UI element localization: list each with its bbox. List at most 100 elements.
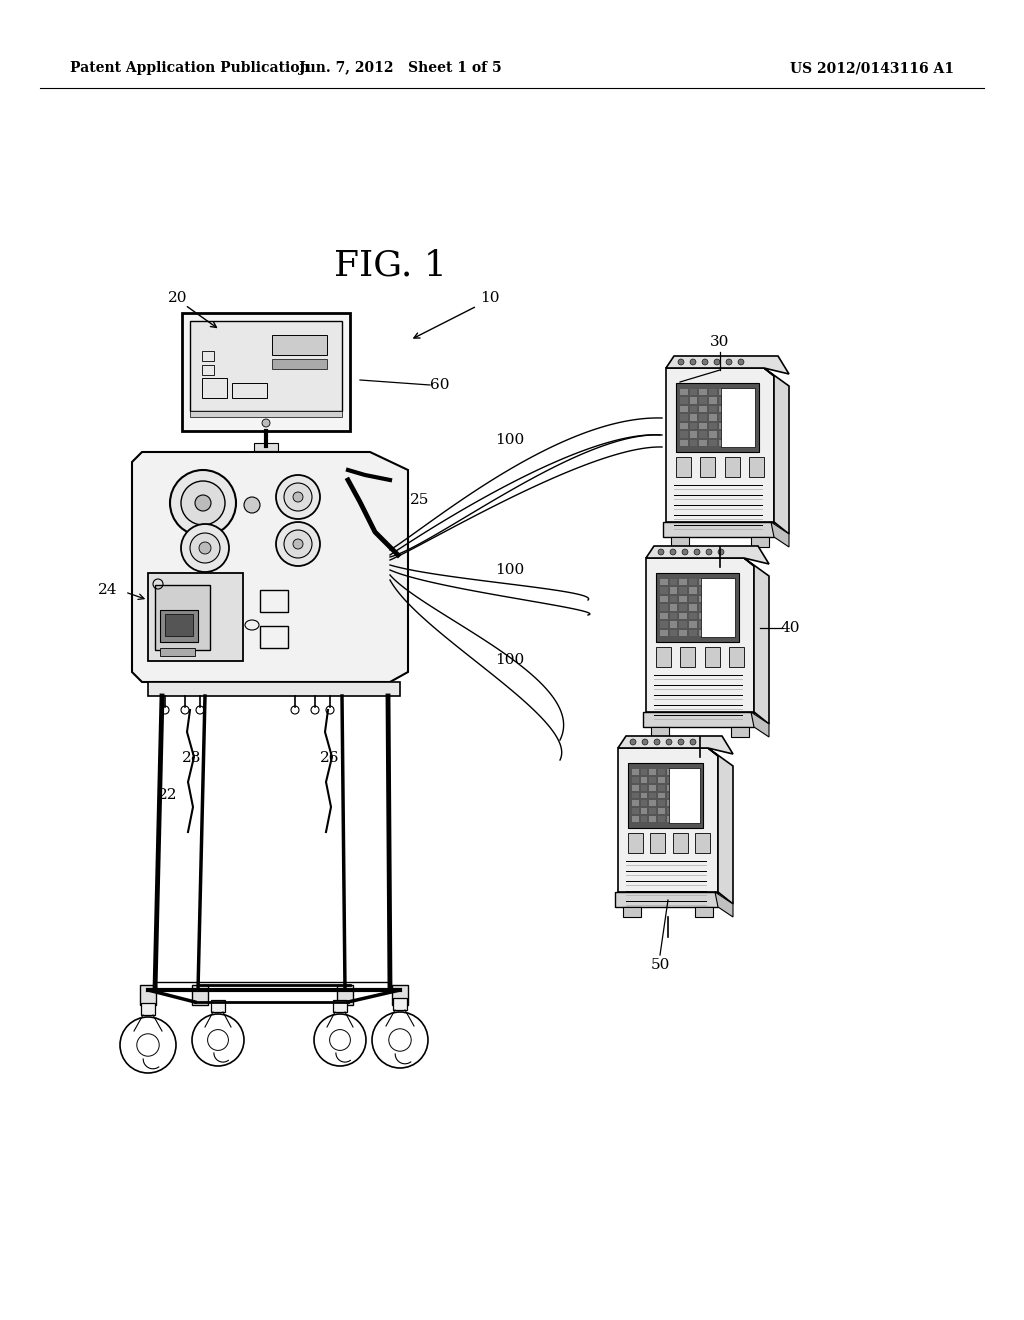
Bar: [148, 573, 243, 661]
Bar: [719, 422, 726, 429]
Circle shape: [193, 1014, 244, 1067]
Bar: [675, 816, 682, 822]
Bar: [748, 422, 755, 429]
Text: 100: 100: [496, 564, 524, 577]
Bar: [737, 405, 745, 412]
Bar: [719, 405, 726, 412]
Bar: [728, 397, 736, 404]
Bar: [692, 784, 699, 791]
Bar: [680, 440, 688, 446]
Bar: [667, 800, 673, 807]
Circle shape: [690, 739, 696, 744]
Circle shape: [372, 1012, 428, 1068]
Bar: [695, 907, 713, 917]
Bar: [728, 405, 736, 412]
Polygon shape: [666, 368, 774, 521]
Bar: [193, 985, 208, 1005]
Text: 100: 100: [496, 653, 524, 667]
Bar: [727, 587, 735, 594]
Text: 26: 26: [321, 751, 340, 766]
Bar: [632, 784, 639, 791]
Bar: [393, 998, 407, 1010]
Bar: [698, 579, 707, 586]
Bar: [684, 770, 690, 775]
Bar: [643, 711, 754, 727]
Bar: [660, 595, 668, 602]
Text: Patent Application Publication: Patent Application Publication: [70, 61, 309, 75]
Polygon shape: [764, 368, 790, 535]
Bar: [202, 378, 227, 399]
Text: 50: 50: [650, 958, 670, 972]
Text: 10: 10: [480, 290, 500, 305]
Bar: [692, 777, 699, 783]
Circle shape: [654, 739, 660, 744]
Bar: [698, 622, 707, 627]
Bar: [202, 351, 214, 360]
Bar: [232, 383, 267, 399]
Bar: [641, 777, 647, 783]
Bar: [641, 800, 647, 807]
Bar: [731, 727, 749, 737]
Circle shape: [666, 739, 672, 744]
Bar: [160, 610, 198, 642]
Bar: [679, 595, 687, 602]
Bar: [190, 411, 342, 417]
Circle shape: [181, 480, 225, 525]
Bar: [670, 595, 677, 602]
Bar: [615, 892, 718, 907]
Bar: [632, 816, 639, 822]
Bar: [679, 612, 687, 619]
Bar: [684, 808, 690, 814]
Bar: [709, 440, 717, 446]
Bar: [333, 1001, 347, 1012]
Circle shape: [690, 359, 696, 366]
Bar: [709, 605, 716, 611]
Bar: [641, 792, 647, 799]
Bar: [725, 457, 740, 477]
Bar: [670, 605, 677, 611]
Bar: [632, 792, 639, 799]
Bar: [657, 816, 665, 822]
Circle shape: [284, 483, 312, 511]
Bar: [737, 440, 745, 446]
Bar: [680, 405, 688, 412]
Bar: [748, 414, 755, 421]
Bar: [673, 833, 688, 853]
Text: FIG. 1: FIG. 1: [334, 248, 446, 282]
Bar: [667, 777, 673, 783]
Bar: [657, 792, 665, 799]
Circle shape: [276, 521, 319, 566]
Bar: [649, 770, 656, 775]
Circle shape: [670, 549, 676, 554]
Bar: [709, 405, 717, 412]
Polygon shape: [744, 558, 769, 723]
Bar: [660, 630, 668, 636]
Bar: [684, 784, 690, 791]
Bar: [660, 579, 668, 586]
Bar: [699, 432, 707, 437]
Text: 24: 24: [98, 583, 118, 597]
Bar: [660, 587, 668, 594]
Bar: [657, 808, 665, 814]
Bar: [718, 579, 725, 586]
Bar: [680, 422, 688, 429]
Text: 28: 28: [182, 751, 202, 766]
Bar: [675, 770, 682, 775]
Circle shape: [678, 359, 684, 366]
Bar: [699, 389, 707, 396]
Bar: [748, 440, 755, 446]
Circle shape: [120, 1016, 176, 1073]
Polygon shape: [751, 711, 769, 737]
Bar: [700, 457, 715, 477]
Bar: [699, 422, 707, 429]
Bar: [632, 777, 639, 783]
Bar: [718, 595, 725, 602]
Text: US 2012/0143116 A1: US 2012/0143116 A1: [790, 61, 954, 75]
Bar: [728, 389, 736, 396]
Bar: [689, 630, 696, 636]
Bar: [669, 768, 700, 822]
Bar: [656, 647, 671, 667]
Circle shape: [293, 539, 303, 549]
Bar: [632, 808, 639, 814]
Circle shape: [181, 524, 229, 572]
